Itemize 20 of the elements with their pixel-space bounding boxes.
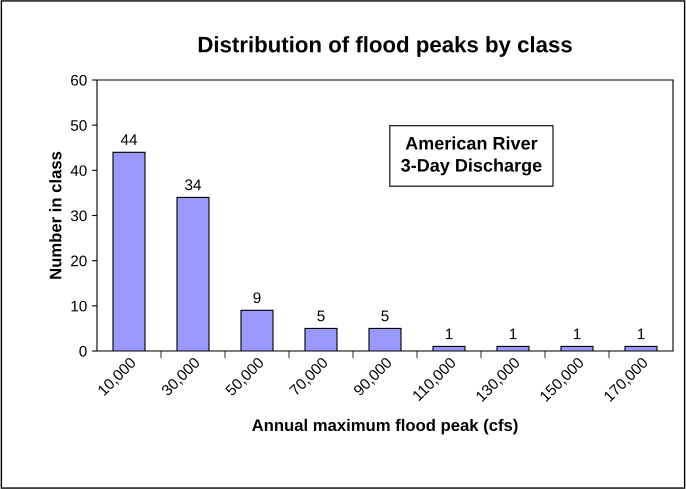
data-label: 5	[381, 310, 389, 322]
y-tick-label: 50	[70, 120, 87, 131]
y-tick-label: 40	[70, 165, 87, 176]
data-label: 34	[185, 179, 202, 190]
annotation: American River 3-Day Discharge	[401, 136, 542, 176]
data-label: 1	[510, 328, 517, 340]
y-tick-label: 30	[70, 210, 87, 222]
y-tick-label: 10	[71, 300, 87, 312]
y-tick-label: 60	[71, 74, 87, 86]
data-label: 1	[574, 328, 581, 340]
data-label: 44	[120, 134, 138, 145]
y-axis-title: Number in class	[49, 152, 62, 279]
y-tick-label: 20	[71, 256, 87, 266]
chart-title: Distribution of flood peaks by class	[198, 36, 572, 57]
data-label: 1	[446, 328, 453, 340]
data-label: 5	[317, 310, 325, 322]
data-label: 9	[253, 292, 261, 304]
y-tick-label: 0	[79, 346, 87, 357]
data-label: 1	[638, 328, 645, 340]
x-axis-title: Annual maximum flood peak (cfs)	[252, 418, 518, 434]
